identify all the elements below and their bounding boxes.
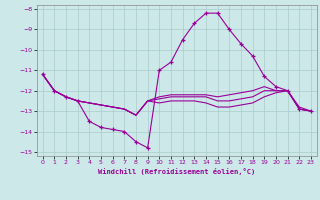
X-axis label: Windchill (Refroidissement éolien,°C): Windchill (Refroidissement éolien,°C)	[98, 168, 255, 175]
